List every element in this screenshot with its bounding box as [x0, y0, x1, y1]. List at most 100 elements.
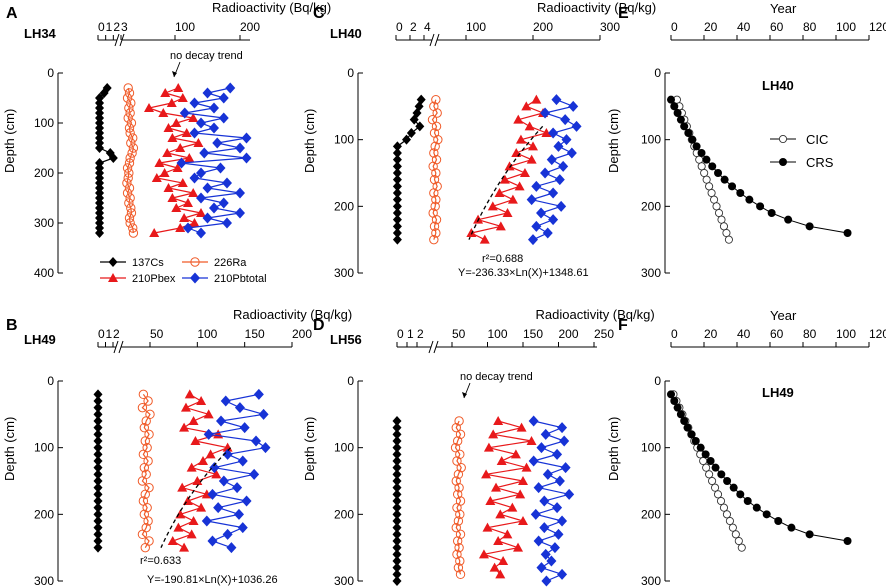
pbex-point [179, 213, 190, 222]
pbex-point [526, 436, 537, 445]
ra-point [138, 449, 149, 460]
ra-point [137, 402, 148, 413]
pbtot-point [241, 495, 252, 507]
crs-point [684, 129, 693, 137]
pbex-point [541, 128, 552, 137]
cs-point [93, 409, 103, 420]
pbex-point [510, 449, 521, 459]
pbtot-point [216, 415, 226, 427]
crs-point [736, 189, 745, 197]
pbex-point [151, 173, 162, 182]
crs-point [743, 497, 752, 505]
pbtot-point [218, 197, 229, 209]
ra-point [428, 161, 438, 172]
cs-point [93, 529, 103, 540]
ra-point [143, 516, 153, 526]
ra-point [429, 148, 439, 158]
cs-point [392, 141, 402, 152]
pbex-point [167, 193, 178, 202]
pbex-point [489, 562, 500, 572]
ra-point [431, 214, 442, 225]
y-tick-label: 100 [641, 133, 661, 147]
cs-point [392, 556, 402, 566]
pbtot-point [553, 528, 564, 540]
cs-point [392, 576, 402, 586]
pbtot-point [540, 548, 551, 560]
cic-point [713, 490, 723, 499]
ra-point [455, 449, 465, 460]
ra-point [143, 396, 153, 406]
cs-point [415, 121, 425, 132]
x-tick-label: 0 [671, 20, 678, 34]
pbtot-point [533, 535, 544, 547]
x-axis-title: Radioactivity (Bq/kg) [233, 307, 352, 322]
cs-point [93, 429, 103, 440]
crs-point [691, 437, 700, 445]
pbtot-point [237, 522, 248, 534]
ra-point [128, 133, 138, 143]
x-tick-label: 40 [737, 20, 751, 34]
ra-point [450, 442, 461, 453]
pbex-point [507, 194, 518, 204]
y-tick-label: 0 [47, 374, 54, 388]
x-tick-label: 1 [106, 20, 113, 34]
pbtot-point [249, 468, 260, 480]
y-tick-label: 200 [641, 199, 661, 213]
ra-point [138, 389, 149, 400]
pbex-point [495, 509, 506, 519]
ra-point [122, 163, 133, 173]
cic-point [697, 162, 706, 171]
ra-point [125, 218, 135, 228]
crs-point [683, 423, 692, 432]
pbtot-point [566, 147, 577, 159]
pbtot-point [189, 172, 200, 184]
crs-point [667, 95, 675, 104]
pbtot-point [540, 428, 551, 440]
x-tick-label: 100 [488, 327, 508, 341]
pbtot-point [207, 535, 218, 547]
cs-point [392, 194, 402, 205]
pbex-point [171, 203, 182, 212]
pbex-point [514, 181, 525, 191]
pbtot-point [202, 87, 213, 99]
ra-point [430, 201, 440, 212]
x-tick-label: 120 [869, 327, 886, 341]
x-tick-label: 100 [836, 327, 856, 341]
cs-point [392, 509, 402, 520]
pbex-point [193, 138, 204, 147]
cs-point [392, 502, 402, 513]
crs-point [756, 202, 765, 211]
pbex-point [479, 234, 490, 244]
pbtot-point [526, 194, 537, 206]
ra-point [124, 88, 135, 98]
ra-point [124, 123, 135, 133]
crs-point [701, 450, 710, 459]
legend-marker-ra [190, 257, 200, 267]
pbtot-point [196, 192, 206, 204]
crs-point [728, 182, 737, 191]
axis-break-mark [434, 33, 440, 47]
ra-point [429, 188, 439, 198]
pbtot-point [199, 147, 210, 159]
cs-point [392, 201, 402, 212]
pbtot-point [536, 562, 547, 574]
pbex-point [173, 522, 184, 532]
y-tick-label: 0 [47, 66, 54, 80]
ra-point [455, 509, 465, 520]
pbex-point [196, 502, 207, 512]
cic-point [717, 215, 726, 224]
pbex-point [203, 409, 214, 419]
site-name: LH56 [330, 332, 362, 347]
x-tick-label: 200 [533, 20, 553, 34]
legend-label-crs: CRS [806, 155, 834, 170]
crs-point [697, 149, 706, 157]
pbtot-point [564, 488, 575, 500]
ra-point [127, 148, 137, 158]
cic-point [731, 530, 740, 539]
cs-point [392, 416, 402, 426]
ra-point [128, 223, 138, 233]
cs-point [392, 181, 402, 192]
x-tick-label: 0 [396, 20, 403, 34]
pbtot-point [209, 462, 220, 474]
